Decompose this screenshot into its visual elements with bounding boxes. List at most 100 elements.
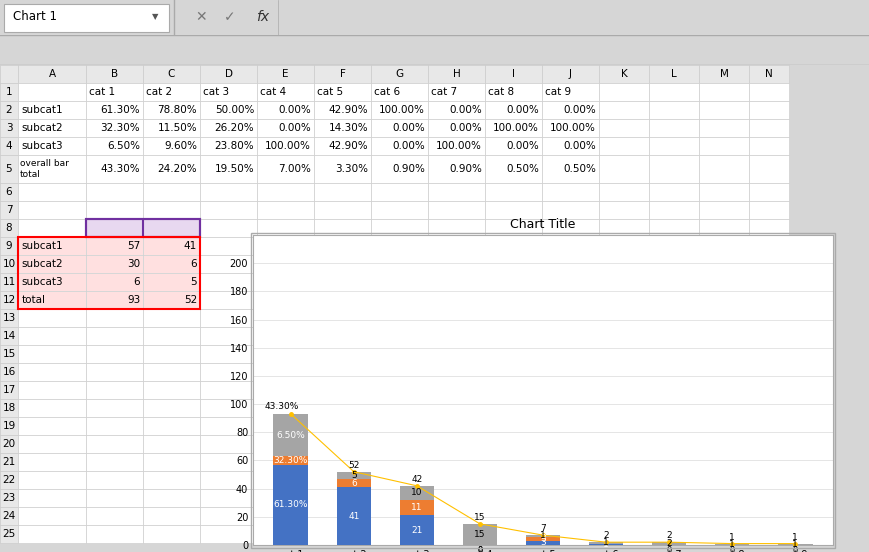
Bar	[599, 201, 649, 219]
Bar	[143, 256, 200, 273]
Bar	[257, 155, 314, 183]
Bar	[371, 327, 428, 345]
Text: 5: 5	[190, 277, 197, 287]
Bar	[86, 83, 143, 101]
Text: cat 5: cat 5	[317, 87, 343, 97]
Bar	[86, 435, 143, 453]
Bar	[649, 83, 699, 101]
Bar	[599, 219, 649, 237]
Bar	[314, 327, 371, 345]
Bar	[200, 471, 257, 489]
Text: 16: 16	[3, 367, 16, 377]
Bar	[314, 83, 371, 101]
Text: 42: 42	[411, 475, 422, 484]
Bar	[18, 237, 85, 254]
Text: H: H	[453, 69, 461, 79]
Bar	[371, 399, 428, 417]
Bar	[371, 119, 428, 137]
Bar	[257, 363, 314, 381]
Bar	[371, 237, 428, 255]
Bar	[0, 507, 18, 525]
Bar	[371, 155, 428, 183]
Bar	[699, 525, 749, 543]
Text: 2: 2	[667, 539, 672, 548]
Bar	[428, 155, 485, 183]
Bar	[371, 83, 428, 101]
Bar	[314, 399, 371, 417]
Text: 61.30%: 61.30%	[274, 500, 308, 509]
Bar	[87, 291, 143, 309]
Bar	[542, 83, 599, 101]
Bar	[143, 237, 200, 255]
Bar	[649, 255, 699, 273]
Bar	[649, 345, 699, 363]
Bar	[649, 507, 699, 525]
Bar	[778, 544, 813, 545]
Bar	[86, 101, 143, 119]
Bar	[143, 219, 200, 237]
Text: 6: 6	[134, 277, 140, 287]
Bar	[542, 363, 599, 381]
Bar	[371, 65, 428, 83]
Bar	[257, 273, 314, 291]
Bar	[485, 65, 542, 83]
Bar	[143, 273, 200, 291]
Bar	[143, 219, 200, 237]
Bar	[649, 381, 699, 399]
Bar	[0, 183, 18, 201]
Text: 0: 0	[667, 546, 672, 552]
Bar	[485, 435, 542, 453]
Bar	[257, 237, 314, 255]
Bar	[485, 507, 542, 525]
Bar	[599, 291, 649, 309]
Bar	[143, 345, 200, 363]
Text: 1: 1	[729, 533, 735, 542]
Bar	[599, 507, 649, 525]
Bar	[18, 83, 86, 101]
Bar	[257, 399, 314, 417]
Text: 19.50%: 19.50%	[215, 164, 254, 174]
Bar	[143, 291, 200, 309]
Bar	[200, 155, 257, 183]
Text: 15: 15	[474, 513, 486, 522]
Bar	[428, 381, 485, 399]
Text: subcat1: subcat1	[22, 105, 63, 115]
Bar	[699, 363, 749, 381]
Bar	[143, 219, 200, 237]
Bar	[18, 137, 86, 155]
Bar	[485, 201, 542, 219]
Bar	[143, 83, 200, 101]
Bar	[485, 381, 542, 399]
Bar	[87, 256, 143, 273]
Bar	[428, 183, 485, 201]
Bar	[18, 255, 86, 273]
Text: cat 1: cat 1	[114, 223, 140, 233]
Bar	[428, 83, 485, 101]
Bar	[749, 119, 789, 137]
Bar	[18, 399, 86, 417]
Bar	[699, 219, 749, 237]
Bar	[200, 489, 257, 507]
Bar	[749, 83, 789, 101]
Text: ✓: ✓	[224, 10, 235, 24]
Bar	[314, 525, 371, 543]
Bar	[0, 119, 18, 137]
Bar	[143, 255, 200, 273]
Bar	[699, 155, 749, 183]
Bar	[200, 507, 257, 525]
Bar	[649, 273, 699, 291]
Text: 13: 13	[3, 313, 16, 323]
Bar	[699, 489, 749, 507]
Bar	[699, 291, 749, 309]
Bar	[371, 83, 428, 101]
Bar	[749, 381, 789, 399]
Bar	[87, 273, 143, 290]
Bar	[86, 83, 143, 101]
Bar	[749, 525, 789, 543]
Bar	[699, 255, 749, 273]
Bar	[485, 291, 542, 309]
Text: cat 2: cat 2	[171, 223, 197, 233]
Text: 6: 6	[6, 187, 12, 197]
Bar	[526, 541, 561, 545]
Text: 15: 15	[474, 530, 486, 539]
